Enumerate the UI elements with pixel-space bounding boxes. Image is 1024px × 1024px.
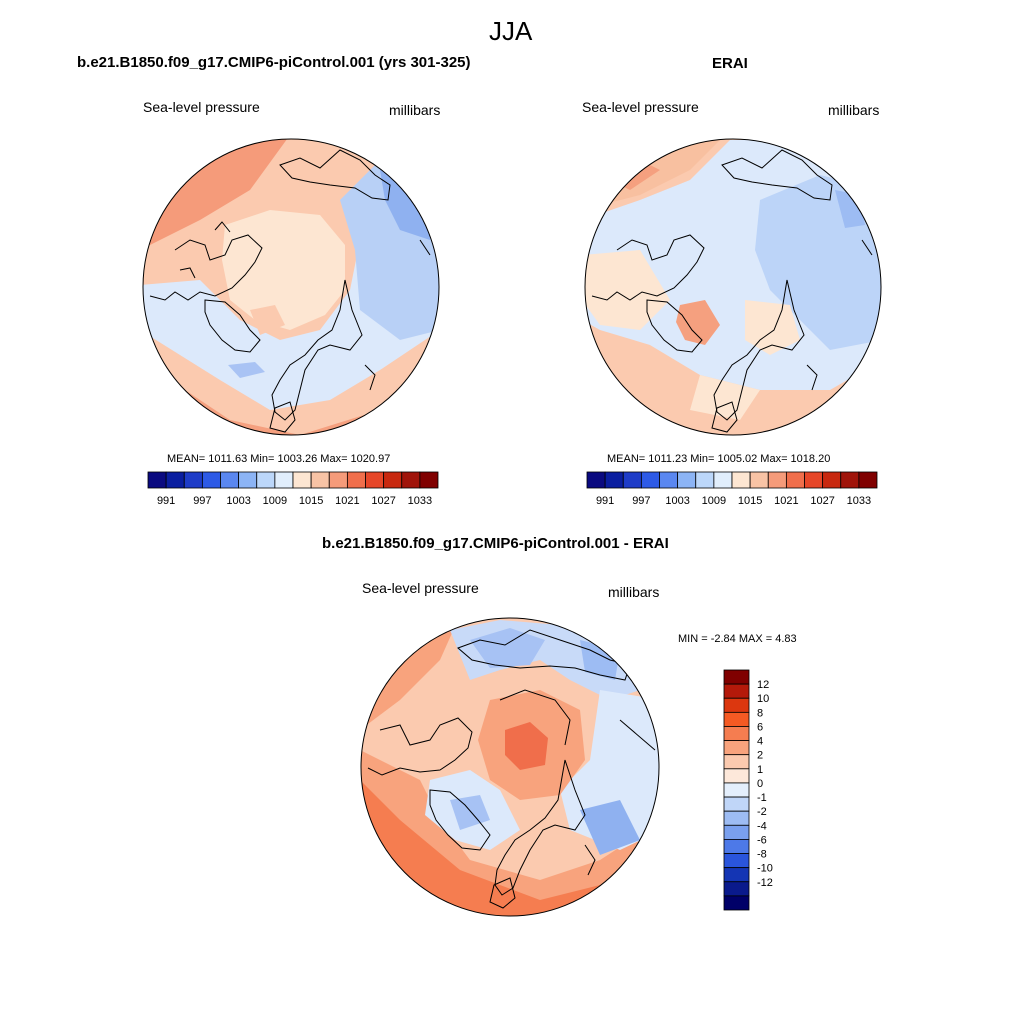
obs-units-label: millibars — [828, 102, 880, 118]
diff-units-label: millibars — [608, 584, 660, 600]
colorbar-swatch — [723, 740, 750, 756]
diff-variable-label: Sea-level pressure — [362, 580, 479, 596]
colorbar-swatch — [723, 726, 750, 741]
colorbar-tick-label: -12 — [757, 877, 773, 889]
colorbar-tick-label: 1003 — [226, 495, 250, 507]
colorbar-swatch — [147, 471, 167, 489]
colorbar-swatch — [723, 824, 750, 840]
colorbar-swatch — [310, 471, 330, 489]
colorbar-swatch — [640, 471, 660, 489]
obs-stats: MEAN= 1011.23 Min= 1005.02 Max= 1018.20 — [607, 453, 831, 465]
colorbar-swatch — [822, 471, 842, 489]
colorbar-tick-label: 1033 — [847, 495, 871, 507]
colorbar-tick-label: 1021 — [335, 495, 359, 507]
colorbar-swatch — [767, 471, 787, 489]
colorbar-tick-label: 1027 — [371, 495, 395, 507]
colorbar-tick-label: 12 — [757, 679, 769, 691]
colorbar-tick-label: 1015 — [299, 495, 323, 507]
colorbar-swatch — [723, 853, 750, 869]
colorbar-swatch — [723, 782, 750, 798]
colorbar-tick-label: 10 — [757, 693, 769, 705]
colorbar-tick-label: 1009 — [702, 495, 726, 507]
colorbar-tick-label: 1009 — [263, 495, 287, 507]
colorbar-tick-label: 1 — [757, 764, 763, 776]
colorbar-swatch — [622, 471, 642, 489]
model-variable-label: Sea-level pressure — [143, 99, 260, 115]
colorbar-swatch — [274, 471, 294, 489]
obs-variable-label: Sea-level pressure — [582, 99, 699, 115]
colorbar-tick-label: 997 — [193, 495, 211, 507]
obs-polar-map — [585, 139, 881, 435]
model-units-label: millibars — [389, 102, 441, 118]
colorbar-tick-label: 8 — [757, 707, 763, 719]
colorbar-swatch — [723, 754, 750, 770]
colorbar-swatch — [723, 768, 750, 784]
colorbar-tick-label: -1 — [757, 792, 767, 804]
colorbar-tick-label: 1021 — [774, 495, 798, 507]
model-stats: MEAN= 1011.63 Min= 1003.26 Max= 1020.97 — [167, 453, 391, 465]
colorbar-swatch — [256, 471, 276, 489]
colorbar-swatch — [165, 471, 185, 489]
colorbar-swatch — [220, 471, 240, 489]
colorbar-swatch — [713, 471, 733, 489]
colorbar-swatch — [419, 471, 439, 489]
colorbar-swatch — [723, 683, 750, 699]
colorbar-tick-label: 0 — [757, 778, 763, 790]
colorbar-swatch — [238, 471, 258, 489]
colorbar-tick-label: 1033 — [408, 495, 432, 507]
colorbar-tick-label: -4 — [757, 820, 767, 832]
colorbar-tick-label: -10 — [757, 863, 773, 875]
colorbar-swatch — [723, 881, 750, 897]
colorbar-tick-label: 2 — [757, 750, 763, 762]
colorbar-tick-label: -2 — [757, 806, 767, 818]
colorbar-swatch — [659, 471, 679, 489]
colorbar-swatch — [749, 471, 769, 489]
colorbar-swatch — [858, 471, 878, 489]
obs-panel-title: ERAI — [712, 55, 748, 72]
diff-panel-title: b.e21.B1850.f09_g17.CMIP6-piControl.001 … — [322, 535, 669, 552]
colorbar-swatch — [328, 471, 348, 489]
model-polar-map — [143, 139, 439, 435]
colorbar-swatch — [723, 711, 750, 727]
colorbar-swatch — [840, 471, 860, 489]
colorbar-swatch — [723, 810, 750, 826]
colorbar-tick-label: 1027 — [810, 495, 834, 507]
colorbar-swatch — [365, 471, 385, 489]
colorbar-swatch — [604, 471, 624, 489]
model-colorbar: 991 997 1003 1009 1015 1021 1027 1033 — [147, 471, 439, 507]
colorbar-tick-label: 1003 — [665, 495, 689, 507]
colorbar-swatch — [183, 471, 203, 489]
colorbar-tick-label: 997 — [632, 495, 650, 507]
colorbar-swatch — [723, 697, 750, 713]
colorbar-swatch — [292, 471, 312, 489]
colorbar-swatch — [804, 471, 824, 489]
colorbar-swatch — [346, 471, 366, 489]
page-title: JJA — [489, 16, 533, 46]
colorbar-swatch — [695, 471, 715, 489]
colorbar-swatch — [785, 471, 805, 489]
colorbar-swatch — [401, 471, 421, 489]
colorbar-tick-label: 4 — [757, 736, 763, 748]
colorbar-swatch — [201, 471, 221, 489]
colorbar-swatch — [723, 867, 750, 883]
model-panel-title: b.e21.B1850.f09_g17.CMIP6-piControl.001 … — [77, 54, 471, 71]
diff-stats: MIN = -2.84 MAX = 4.83 — [678, 633, 797, 645]
colorbar-tick-label: -6 — [757, 834, 767, 846]
obs-colorbar: 991 997 1003 1009 1015 1021 1027 1033 — [586, 471, 878, 507]
colorbar-swatch — [723, 669, 750, 685]
colorbar-tick-label: 6 — [757, 721, 763, 733]
colorbar-tick-label: -8 — [757, 849, 767, 861]
colorbar-swatch — [723, 796, 750, 812]
colorbar-tick-label: 991 — [596, 495, 614, 507]
colorbar-swatch — [723, 839, 750, 854]
colorbar-swatch — [731, 471, 751, 489]
colorbar-tick-label: 1015 — [738, 495, 762, 507]
colorbar-swatch — [723, 895, 750, 911]
colorbar-swatch — [383, 471, 403, 489]
colorbar-tick-label: 991 — [157, 495, 175, 507]
colorbar-swatch — [677, 471, 697, 489]
colorbar-swatch — [586, 471, 606, 489]
